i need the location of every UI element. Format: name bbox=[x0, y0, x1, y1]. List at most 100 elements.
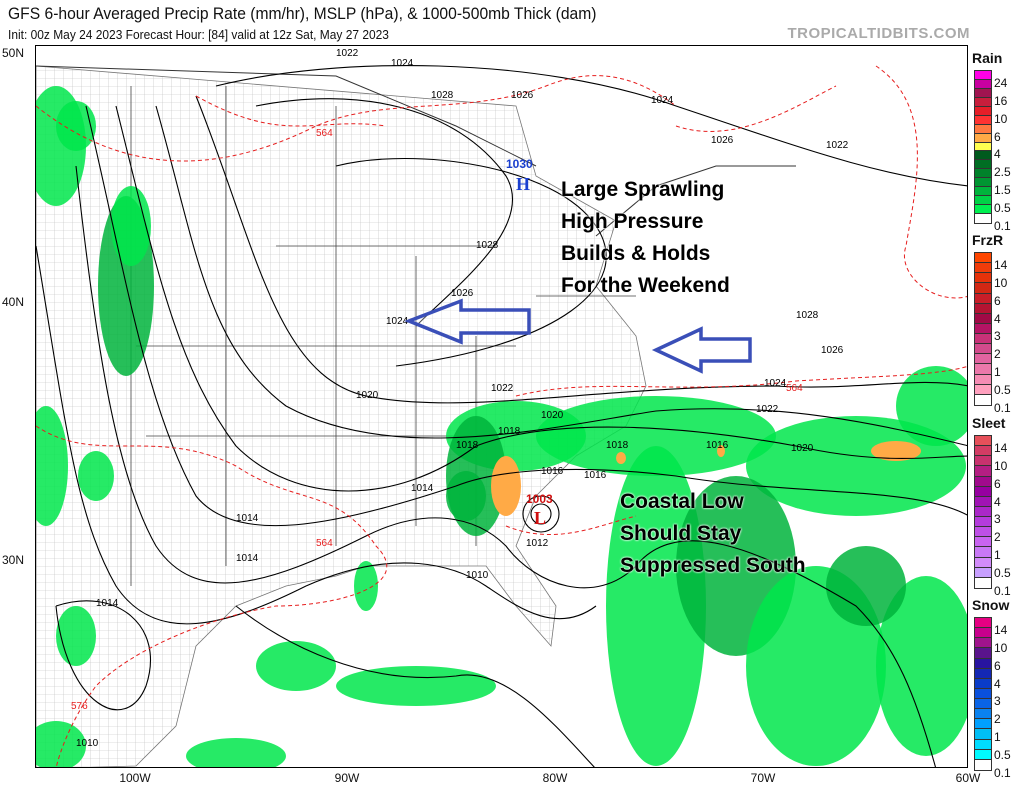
legend-label: 0.5 bbox=[994, 747, 1011, 762]
legend-swatch bbox=[975, 496, 991, 507]
legend-label: 6 bbox=[994, 293, 1001, 308]
legend-swatch bbox=[975, 142, 991, 152]
legend-label: 0.1 bbox=[994, 765, 1011, 780]
legend-swatch bbox=[975, 273, 991, 284]
legend-swatch bbox=[975, 253, 991, 264]
canada-border bbox=[36, 65, 796, 237]
legend-swatch bbox=[975, 729, 991, 740]
lat-label-50n: 50N bbox=[2, 46, 25, 60]
legend-swatch bbox=[975, 527, 991, 538]
legend-snow: Snow 14 10 6 4 3 2 1 0.5 0.1 bbox=[972, 597, 1024, 780]
legend-swatch bbox=[975, 688, 991, 699]
precip-area bbox=[491, 456, 521, 516]
lon-label-80w: 80W bbox=[542, 771, 568, 785]
isobar-label: 1026 bbox=[821, 345, 844, 356]
legend-label: 24 bbox=[994, 76, 1008, 90]
legend-swatch bbox=[975, 486, 991, 497]
legend-label: 3 bbox=[994, 512, 1001, 527]
legend-swatch bbox=[975, 476, 991, 487]
high-pressure-letter: H bbox=[516, 174, 530, 194]
legend-label: 3 bbox=[994, 329, 1001, 344]
isobar-label: 1010 bbox=[76, 738, 99, 749]
precip-area bbox=[826, 546, 906, 626]
legend-swatch bbox=[975, 354, 991, 365]
precip-area bbox=[717, 445, 725, 457]
legend-swatch bbox=[975, 187, 991, 197]
legend-label: 2 bbox=[994, 712, 1001, 727]
legend-swatch bbox=[975, 394, 991, 405]
arrow-left-icon bbox=[651, 326, 752, 374]
thickness-label: 564 bbox=[786, 383, 803, 394]
isobar-label: 1018 bbox=[606, 440, 629, 451]
legend-swatch bbox=[975, 436, 991, 447]
precip-area bbox=[78, 451, 114, 501]
low-pressure-value: 1003 bbox=[526, 492, 553, 506]
lon-label-70w: 70W bbox=[750, 771, 776, 785]
precip-area bbox=[536, 396, 776, 476]
isobar-label: 1028 bbox=[796, 310, 819, 321]
isobar-label: 1016 bbox=[706, 440, 729, 451]
legend-swatch bbox=[975, 334, 991, 345]
legend-swatch bbox=[975, 71, 991, 80]
legend-swatch bbox=[975, 739, 991, 750]
precip-area bbox=[354, 561, 378, 611]
legend-swatch bbox=[975, 313, 991, 324]
legend-label: 2.5 bbox=[994, 165, 1011, 180]
legend-rain: Rain 24 16 10 6 4 2.5 1.5 0.5 0.1 bbox=[972, 50, 1024, 233]
legend-swatch bbox=[975, 638, 991, 649]
legend-label: 6 bbox=[994, 658, 1001, 673]
legend-swatch bbox=[975, 517, 991, 528]
isobar-label: 1024 bbox=[764, 378, 787, 389]
legend-label: 3 bbox=[994, 694, 1001, 709]
thickness-label: 564 bbox=[316, 538, 333, 549]
isobar-label: 1016 bbox=[541, 466, 564, 477]
legend-swatch bbox=[975, 577, 991, 588]
legend-swatch bbox=[975, 214, 991, 223]
legend-swatch bbox=[975, 456, 991, 467]
legend-swatch bbox=[975, 567, 991, 578]
isobar-label: 1018 bbox=[498, 426, 521, 437]
precip-area bbox=[746, 416, 966, 516]
legend-swatch bbox=[975, 344, 991, 355]
lon-label-100w: 100W bbox=[119, 771, 151, 785]
thickness-layer bbox=[36, 65, 967, 767]
brand-watermark: TROPICALTIDBITS.COM bbox=[787, 25, 970, 42]
isobar-label: 1026 bbox=[451, 288, 474, 299]
isobar-label: 1014 bbox=[236, 513, 259, 524]
precip-area bbox=[56, 101, 96, 151]
legend-swatch bbox=[975, 719, 991, 730]
arrow-left-icon bbox=[404, 298, 531, 345]
annotation-line: Large Sprawling bbox=[561, 178, 725, 201]
precip-area bbox=[876, 576, 967, 756]
annotation-line: Builds & Holds bbox=[561, 242, 711, 265]
legend-label: 10 bbox=[994, 275, 1008, 290]
legend-swatch bbox=[975, 759, 991, 770]
legend-title: Sleet bbox=[972, 415, 1006, 431]
legend-label: 0.1 bbox=[994, 218, 1011, 233]
map-title: GFS 6-hour Averaged Precip Rate (mm/hr),… bbox=[8, 4, 597, 23]
legend-swatch bbox=[975, 678, 991, 689]
legend-swatch bbox=[975, 446, 991, 457]
legend-label: 1.5 bbox=[994, 183, 1011, 198]
legend-swatch bbox=[975, 364, 991, 375]
legend-swatch bbox=[975, 115, 991, 125]
precip-area bbox=[606, 446, 706, 766]
legend-label: 6 bbox=[994, 129, 1001, 144]
legend-swatch bbox=[975, 506, 991, 517]
legend-swatch bbox=[975, 151, 991, 161]
legend-label: 0.1 bbox=[994, 400, 1011, 415]
legend-swatch bbox=[975, 178, 991, 188]
legend-label: 4 bbox=[994, 676, 1001, 691]
isobar-label: 1018 bbox=[456, 440, 479, 451]
isobar-label: 1010 bbox=[466, 570, 489, 581]
legend-label: 10 bbox=[994, 111, 1008, 126]
legend-label: 0.5 bbox=[994, 565, 1011, 580]
weather-map[interactable]: 1022 1024 1028 1026 1024 1026 1022 1028 1026 1024… bbox=[35, 45, 968, 768]
legend-label: 4 bbox=[994, 494, 1001, 509]
isobar-label: 1022 bbox=[336, 48, 359, 59]
isobar-layer bbox=[36, 65, 967, 767]
legend-sleet: Sleet 14 10 6 4 3 2 1 0.5 0.1 bbox=[972, 415, 1024, 598]
isobar-label: 1024 bbox=[391, 58, 414, 69]
legend-swatch bbox=[975, 628, 991, 639]
legend-swatch bbox=[975, 205, 991, 214]
